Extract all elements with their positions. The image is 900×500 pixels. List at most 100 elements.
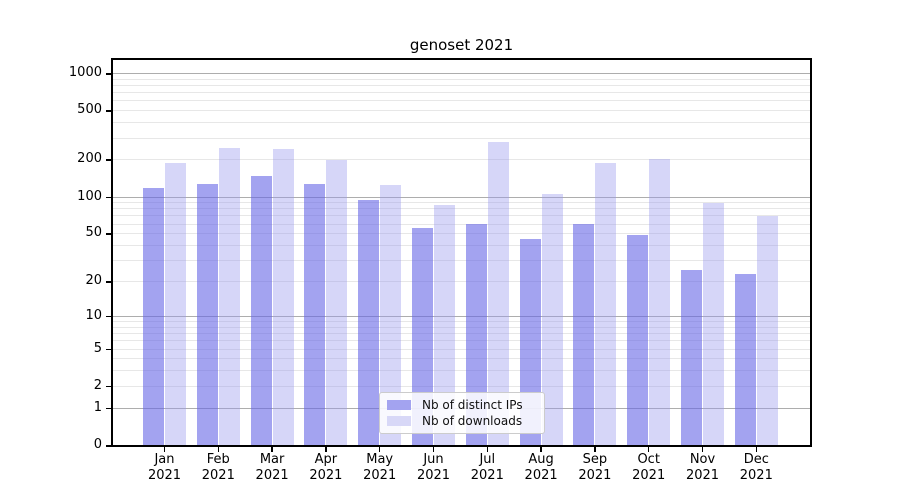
spine-left xyxy=(111,60,113,447)
bar-distinct-ips xyxy=(734,273,756,445)
y-tick-label: 5 xyxy=(93,340,102,356)
bar-distinct-ips xyxy=(412,228,433,445)
y-tick-label: 200 xyxy=(77,151,102,167)
y-tick-label: 100 xyxy=(77,188,102,204)
x-tick-label: Oct 2021 xyxy=(617,452,681,484)
bar-downloads xyxy=(487,141,509,445)
gridline-minor xyxy=(113,281,810,283)
gridline-major xyxy=(113,315,810,317)
y-tick xyxy=(106,110,112,112)
gridline-major xyxy=(113,73,810,74)
x-tick-label-month: Aug xyxy=(528,452,554,467)
bar-downloads xyxy=(649,158,671,445)
gridline-major xyxy=(113,196,810,198)
gridline-minor xyxy=(113,137,810,139)
gridline-minor xyxy=(113,326,810,328)
bar-distinct-ips xyxy=(358,200,380,445)
x-tick-label-month: Apr xyxy=(314,452,338,467)
bar-distinct-ips xyxy=(196,184,218,445)
x-tick-label-year: 2021 xyxy=(470,468,504,483)
gridline-minor xyxy=(113,92,810,94)
x-tick xyxy=(486,446,489,452)
x-tick-label: Mar 2021 xyxy=(240,452,304,484)
x-tick-label-year: 2021 xyxy=(309,468,343,483)
y-tick-label: 50 xyxy=(85,225,102,241)
x-tick-label-month: Dec xyxy=(743,452,769,467)
y-tick xyxy=(106,445,112,447)
x-tick-label: Jun 2021 xyxy=(402,452,466,484)
gridline-minor xyxy=(113,321,810,323)
x-tick-label-month: Jul xyxy=(479,452,496,467)
x-tick-label-year: 2021 xyxy=(632,468,666,483)
x-tick xyxy=(378,446,381,452)
bar-downloads xyxy=(756,216,778,445)
bar-downloads xyxy=(380,185,402,445)
gridline-minor xyxy=(113,85,810,86)
gridline-minor xyxy=(113,122,810,124)
y-tick xyxy=(106,73,112,75)
x-tick xyxy=(647,446,650,452)
bar-distinct-ips xyxy=(573,223,595,445)
bar-distinct-ips xyxy=(143,188,164,445)
bar-downloads xyxy=(541,193,563,445)
x-tick-label: Feb 2021 xyxy=(186,452,250,484)
gridline-minor xyxy=(113,100,810,102)
bar-downloads xyxy=(165,163,186,445)
y-tick-label: 0 xyxy=(93,437,102,452)
bar-distinct-ips xyxy=(304,184,326,445)
x-tick-label: Jul 2021 xyxy=(455,452,519,484)
gridline-minor xyxy=(113,233,810,235)
x-tick xyxy=(271,446,273,452)
x-tick-label: Aug 2021 xyxy=(509,452,573,484)
x-tick-label-year: 2021 xyxy=(524,468,558,483)
gridline-minor xyxy=(113,348,810,350)
x-tick xyxy=(594,446,596,452)
x-tick-label-month: Feb xyxy=(206,452,230,467)
y-tick-label: 1000 xyxy=(68,65,102,80)
gridline-minor xyxy=(113,370,810,372)
bar-distinct-ips xyxy=(681,269,702,445)
gridline-minor xyxy=(113,340,810,342)
x-tick-label-year: 2021 xyxy=(201,468,235,483)
gridline-minor xyxy=(113,260,810,262)
bar-distinct-ips xyxy=(250,175,272,445)
bar-downloads xyxy=(703,202,724,445)
gridline-minor xyxy=(113,159,810,161)
bar-downloads xyxy=(218,147,240,445)
legend-row-distinct-ips: Nb of distinct IPs xyxy=(387,398,537,412)
x-tick-label-month: May xyxy=(366,452,394,467)
bar-distinct-ips xyxy=(627,235,649,445)
x-tick xyxy=(755,446,758,452)
y-tick xyxy=(106,315,112,318)
chart-title: genoset 2021 xyxy=(409,36,514,54)
bar-downloads xyxy=(434,205,455,445)
x-tick-label-year: 2021 xyxy=(685,468,720,483)
spine-bottom xyxy=(111,445,812,447)
legend-swatch-distinct-ips xyxy=(387,399,411,410)
x-tick-label-month: Nov xyxy=(689,452,716,467)
x-tick-label-month: Jun xyxy=(423,452,444,467)
gridline-minor xyxy=(113,208,810,210)
x-tick xyxy=(540,446,542,452)
y-tick xyxy=(106,407,112,410)
x-tick-label-year: 2021 xyxy=(739,468,773,483)
spine-top xyxy=(111,58,812,60)
x-tick xyxy=(701,446,704,452)
y-tick xyxy=(106,385,112,388)
gridline-minor xyxy=(113,358,810,360)
y-tick-label: 10 xyxy=(85,307,102,323)
x-tick-label-month: Oct xyxy=(637,452,660,467)
y-tick-label: 2 xyxy=(93,377,102,393)
x-tick-label-month: Jan xyxy=(154,452,175,467)
x-tick-label-month: Sep xyxy=(582,452,608,467)
y-tick xyxy=(106,159,112,162)
x-tick-label: Nov 2021 xyxy=(671,452,735,484)
y-tick xyxy=(106,348,112,351)
legend: Nb of distinct IPs Nb of downloads xyxy=(379,392,545,434)
x-tick-label: May 2021 xyxy=(348,452,412,484)
x-tick-label-year: 2021 xyxy=(363,468,397,483)
y-tick xyxy=(106,196,112,199)
gridline-minor xyxy=(113,333,810,335)
x-tick xyxy=(325,446,327,452)
gridline-minor xyxy=(113,78,810,80)
